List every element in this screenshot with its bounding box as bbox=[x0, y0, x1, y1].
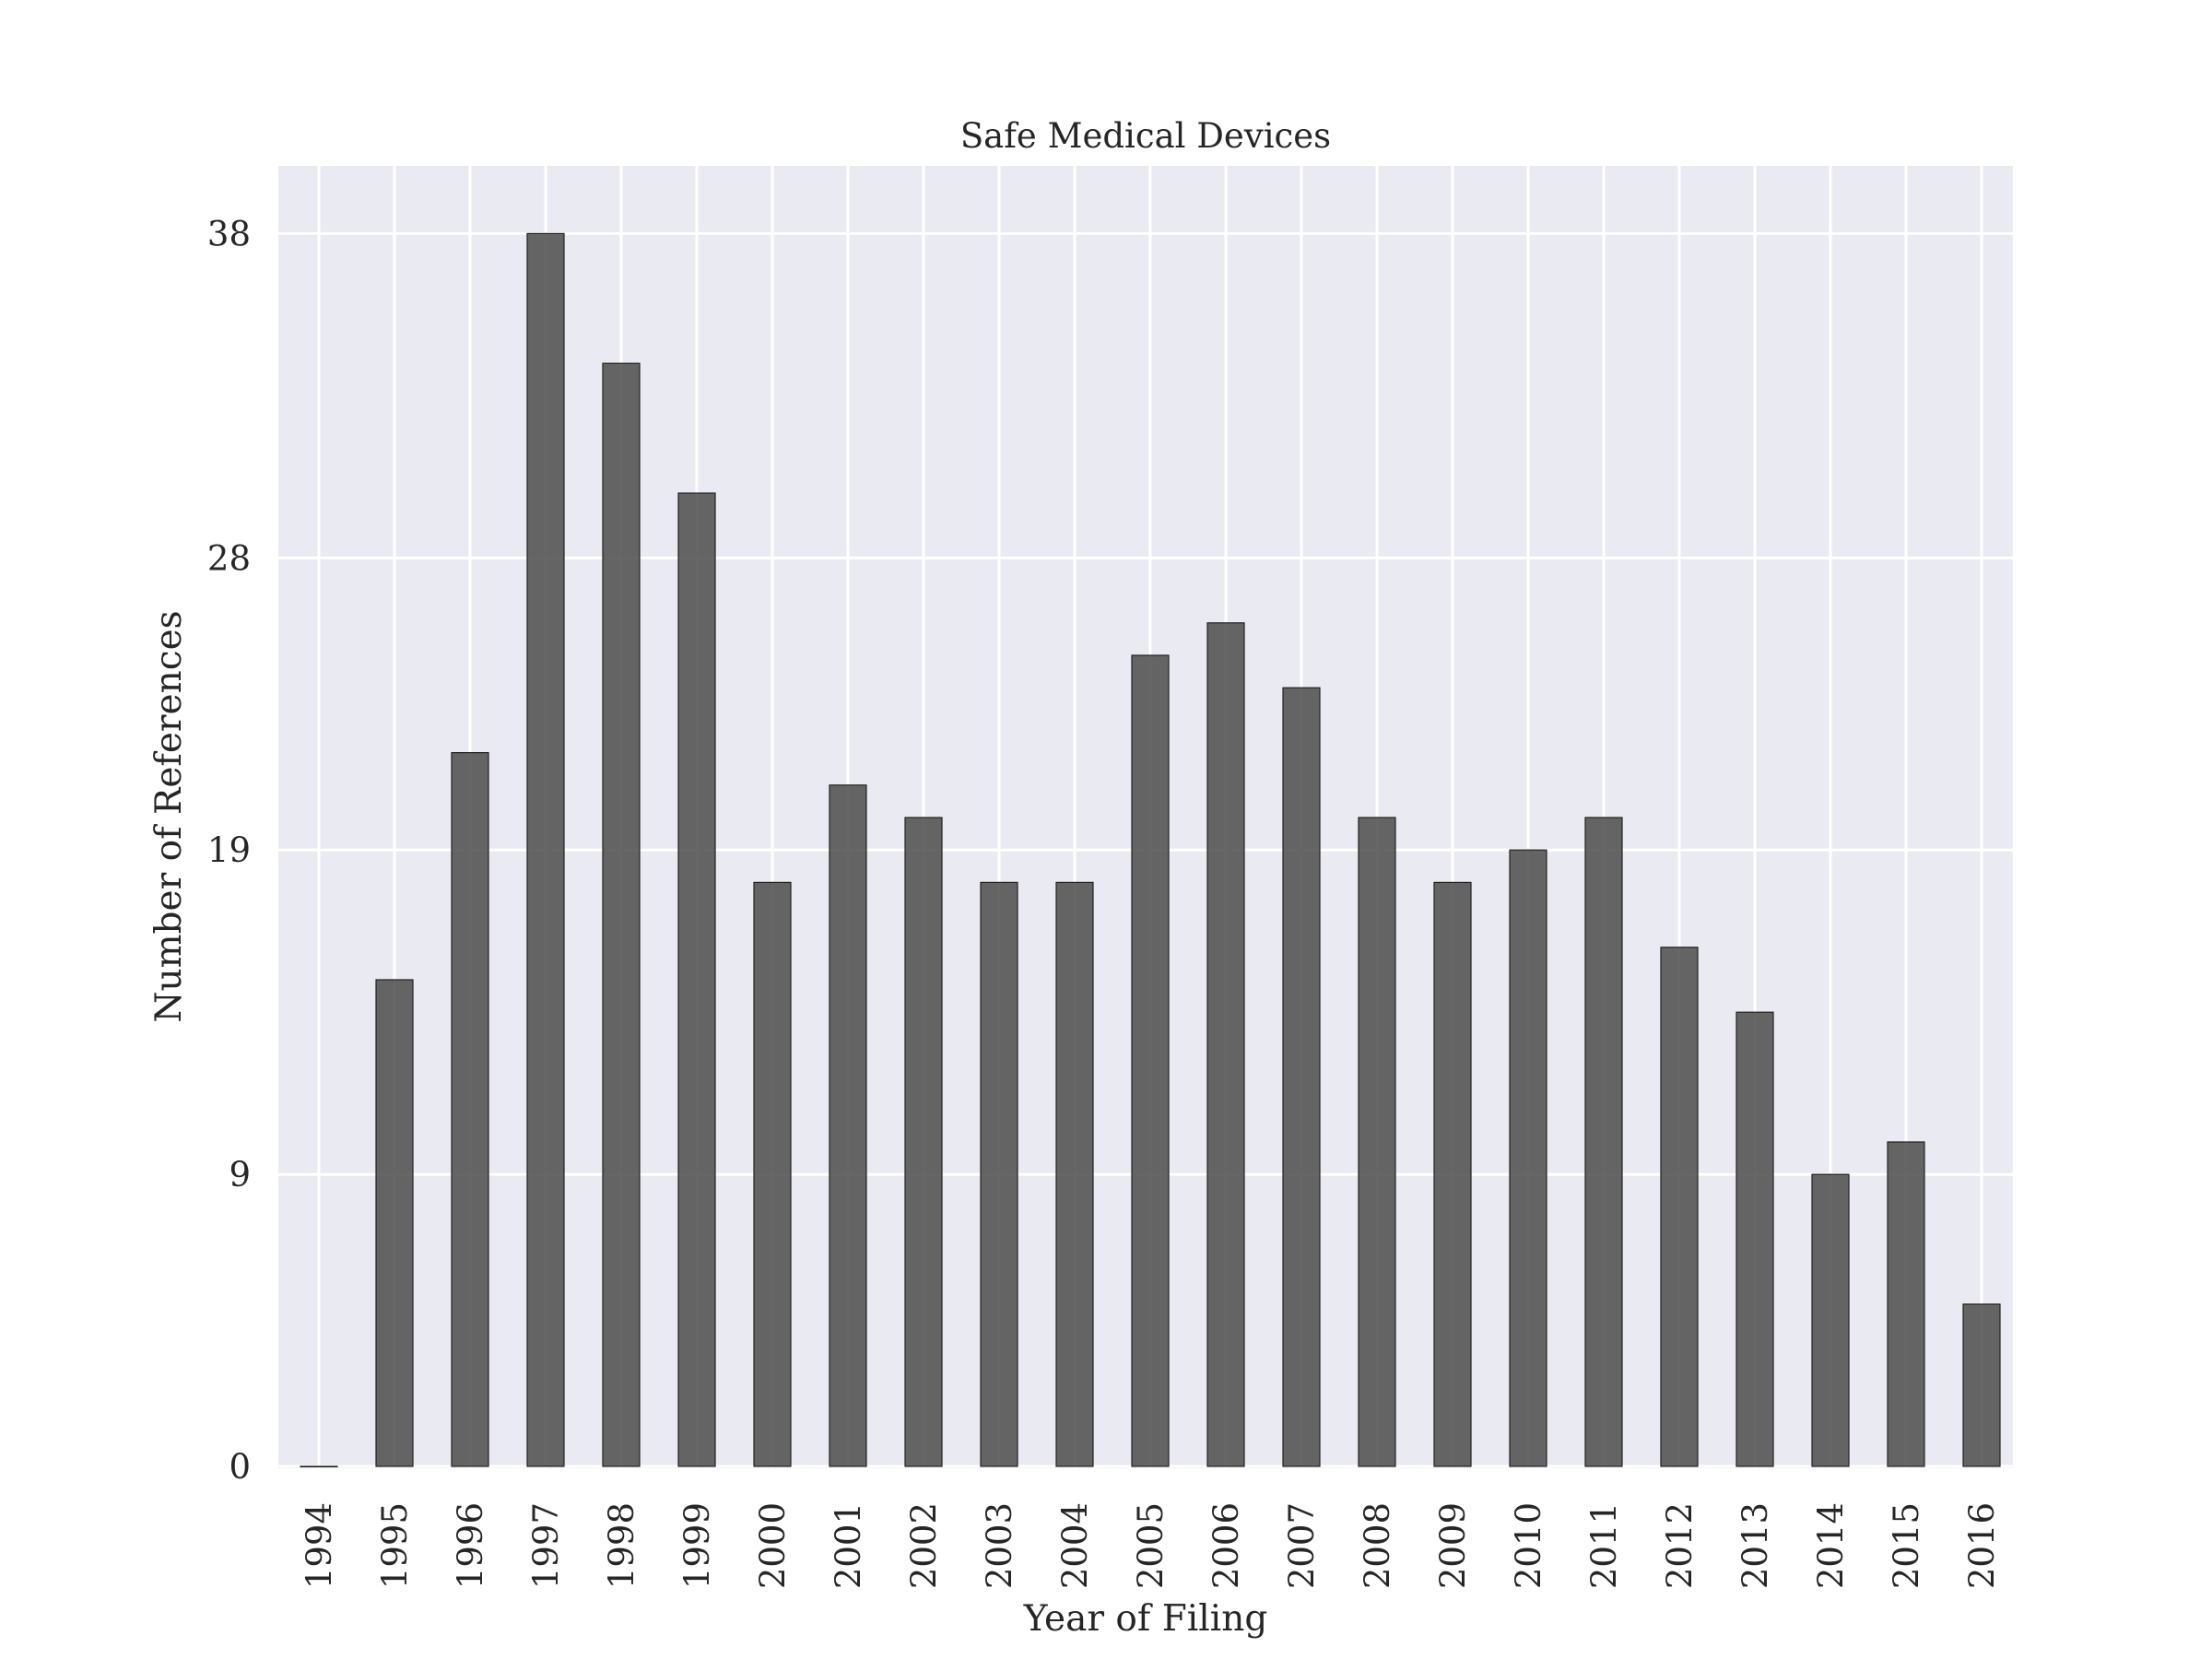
bar-2005 bbox=[1131, 654, 1170, 1467]
y-tick-label: 9 bbox=[229, 1155, 251, 1194]
bar-1998 bbox=[602, 362, 641, 1467]
bar-1994 bbox=[300, 1465, 338, 1468]
bar-2008 bbox=[1358, 817, 1396, 1467]
y-tick-label: 19 bbox=[207, 830, 251, 870]
x-tick-label: 1995 bbox=[375, 1502, 415, 1589]
bar-2015 bbox=[1887, 1141, 1925, 1467]
x-tick-label: 2001 bbox=[829, 1502, 868, 1589]
bar-2011 bbox=[1584, 817, 1623, 1467]
x-tick-label: 1998 bbox=[602, 1502, 641, 1589]
bar-2003 bbox=[980, 881, 1018, 1467]
x-tick-label: 2002 bbox=[904, 1502, 944, 1589]
x-tick-label: 2008 bbox=[1358, 1502, 1397, 1589]
x-axis-label: Year of Filing bbox=[1023, 1598, 1268, 1640]
y-tick-label: 0 bbox=[229, 1447, 251, 1487]
bar-2004 bbox=[1055, 881, 1094, 1467]
x-tick-label: 2000 bbox=[753, 1502, 793, 1589]
x-tick-label: 2013 bbox=[1735, 1502, 1775, 1589]
bar-2007 bbox=[1282, 687, 1321, 1467]
x-tick-label: 1997 bbox=[526, 1502, 566, 1589]
bar-2013 bbox=[1735, 1011, 1774, 1467]
x-tick-label: 2010 bbox=[1509, 1502, 1548, 1589]
y-axis-label: Number of References bbox=[148, 610, 190, 1022]
y-tick-label: 28 bbox=[207, 538, 251, 578]
chart-title: Safe Medical Devices bbox=[960, 116, 1331, 156]
x-tick-label: 2007 bbox=[1282, 1502, 1322, 1589]
x-tick-label: 2003 bbox=[980, 1502, 1019, 1589]
bar-1996 bbox=[451, 751, 489, 1467]
x-tick-label: 2005 bbox=[1131, 1502, 1171, 1589]
x-tick-label: 2004 bbox=[1055, 1502, 1095, 1589]
bar-2000 bbox=[753, 881, 792, 1467]
y-tick-label: 38 bbox=[207, 214, 251, 253]
y-tick-labels: 0 9 19 28 38 bbox=[207, 214, 251, 1487]
x-tick-label: 2011 bbox=[1584, 1502, 1624, 1589]
bar-2016 bbox=[1962, 1303, 2001, 1467]
x-tick-label: 2009 bbox=[1433, 1502, 1473, 1589]
x-tick-label: 2006 bbox=[1206, 1502, 1246, 1589]
bar-2012 bbox=[1660, 947, 1699, 1467]
x-tick-labels: 1994 1995 1996 1997 1998 1999 2000 2001 2002 2003… bbox=[300, 1502, 2002, 1589]
bar-2014 bbox=[1811, 1173, 1850, 1467]
bar-2006 bbox=[1206, 622, 1245, 1467]
x-tick-label: 2016 bbox=[1962, 1502, 2002, 1589]
bar-2009 bbox=[1433, 881, 1472, 1467]
bar-1995 bbox=[375, 979, 414, 1467]
x-tick-label: 2014 bbox=[1811, 1502, 1851, 1589]
x-tick-label: 1996 bbox=[451, 1502, 490, 1589]
bar-2001 bbox=[829, 784, 867, 1467]
x-tick-label: 1999 bbox=[677, 1502, 717, 1589]
x-tick-label: 2012 bbox=[1660, 1502, 1700, 1589]
bar-2002 bbox=[904, 817, 943, 1467]
bars-group bbox=[300, 232, 2001, 1468]
bar-1997 bbox=[526, 232, 565, 1467]
x-tick-label: 1994 bbox=[300, 1502, 339, 1589]
x-tick-label: 2015 bbox=[1887, 1502, 1926, 1589]
bar-2010 bbox=[1509, 849, 1547, 1467]
bar-1999 bbox=[677, 492, 716, 1467]
